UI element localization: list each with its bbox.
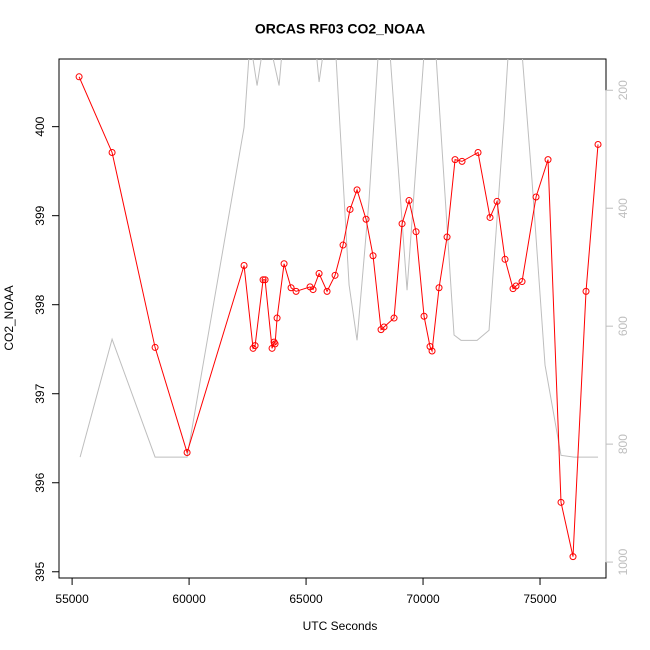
data-point [544, 156, 552, 164]
y2-tick-label: 1000 [616, 548, 630, 575]
y-tick-label: 398 [33, 294, 47, 314]
data-point [75, 73, 83, 81]
x-axis-label: UTC Seconds [303, 619, 378, 633]
data-point [493, 197, 501, 205]
data-point [315, 270, 323, 278]
y2-tick-label: 800 [616, 434, 630, 454]
data-point [512, 282, 520, 290]
data-point [426, 343, 434, 351]
y-tick-label: 397 [33, 383, 47, 403]
data-point [287, 284, 295, 292]
data-point [474, 148, 482, 156]
data-point [331, 271, 339, 279]
data-point [259, 276, 267, 284]
data-point [451, 156, 459, 164]
x-tick-label: 70000 [406, 592, 440, 606]
data-point [390, 314, 398, 322]
data-point [251, 342, 259, 350]
data-point [501, 255, 509, 263]
data-point [420, 312, 428, 320]
plot-area [75, 59, 602, 561]
data-point [362, 215, 370, 223]
data-point [323, 287, 331, 295]
data-point [240, 262, 248, 270]
plot-box [58, 58, 607, 579]
data-point [369, 252, 377, 260]
data-point [435, 284, 443, 292]
x-tick-label: 75000 [523, 592, 557, 606]
data-point [486, 213, 494, 221]
data-point [261, 276, 269, 284]
x-tick-label: 65000 [289, 592, 323, 606]
series-line [78, 76, 599, 557]
chart-title: ORCAS RF03 CO2_NOAA [255, 21, 425, 37]
data-point [271, 340, 279, 348]
data-point [532, 193, 540, 201]
data-point [108, 148, 116, 156]
y2-tick-label: 200 [616, 80, 630, 100]
data-point [428, 347, 436, 355]
series-line [79, 59, 599, 458]
data-point [339, 241, 347, 249]
data-point [518, 278, 526, 286]
y-tick-label: 400 [33, 116, 47, 136]
data-point [292, 287, 300, 295]
data-point [569, 553, 577, 561]
data-point [353, 186, 361, 194]
y-tick-label: 395 [33, 561, 47, 581]
data-point [582, 287, 590, 295]
data-point [594, 140, 602, 148]
y-tick-label: 396 [33, 472, 47, 492]
y-tick-label: 399 [33, 205, 47, 225]
data-point [346, 205, 354, 213]
y2-tick-label: 600 [616, 316, 630, 336]
data-point [443, 233, 451, 241]
data-point [380, 323, 388, 331]
data-point [151, 343, 159, 351]
data-point [309, 286, 317, 294]
data-point [405, 197, 413, 205]
data-point [398, 220, 406, 228]
y-axis-label: CO2_NOAA [2, 285, 16, 350]
x-tick-label: 55000 [55, 592, 89, 606]
x-tick-label: 60000 [172, 592, 206, 606]
data-point [273, 314, 281, 322]
data-point [280, 260, 288, 268]
data-point [458, 157, 466, 165]
data-point [183, 448, 191, 456]
data-point [557, 498, 565, 506]
data-point [412, 228, 420, 236]
y2-tick-label: 400 [616, 198, 630, 218]
